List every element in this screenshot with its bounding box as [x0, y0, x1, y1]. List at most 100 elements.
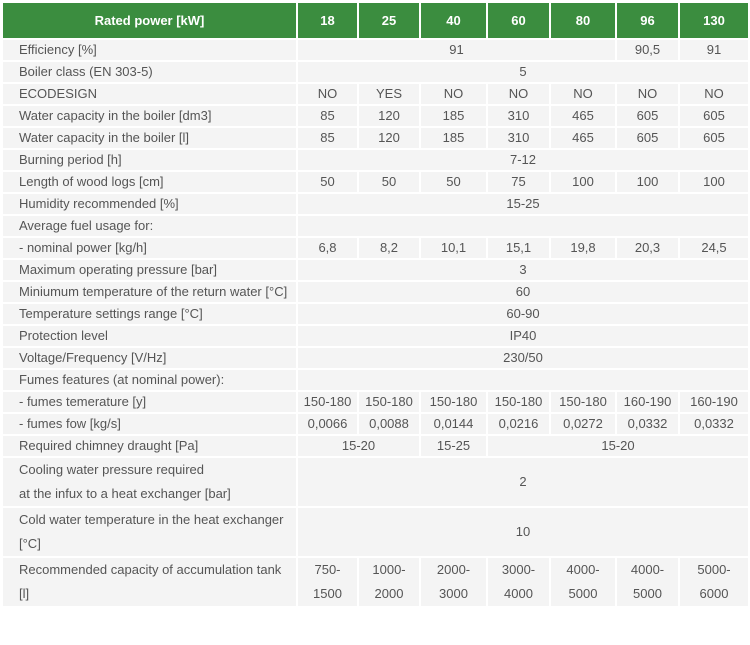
row-value: 150-180: [419, 390, 488, 414]
table-row: Water capacity in the boiler [dm3] 85 120 1…: [1, 104, 750, 128]
row-value: 15-25: [296, 192, 750, 216]
header-power-60: 60: [486, 1, 551, 40]
row-value: 7-12: [296, 148, 750, 172]
row-value: 0,0332: [678, 412, 750, 436]
row-value: 50: [296, 170, 359, 194]
row-value: 2000- 3000: [419, 556, 488, 608]
header-power-18: 18: [296, 1, 359, 40]
row-value: NO: [419, 82, 488, 106]
row-value: 3: [296, 258, 750, 282]
row-value: 19,8: [549, 236, 617, 260]
row-value: 100: [678, 170, 750, 194]
header-power-130: 130: [678, 1, 750, 40]
row-value: 60-90: [296, 302, 750, 326]
row-value: 4000- 5000: [549, 556, 617, 608]
row-label: Cooling water pressure required at the i…: [1, 456, 298, 508]
row-value: [296, 368, 750, 392]
row-value: 160-190: [615, 390, 680, 414]
row-label: Average fuel usage for:: [1, 214, 298, 238]
table-row: Humidity recommended [%] 15-25: [1, 192, 750, 216]
row-label: Temperature settings range [°C]: [1, 302, 298, 326]
row-value: 10,1: [419, 236, 488, 260]
row-label: - fumes fow [kg/s]: [1, 412, 298, 436]
boiler-specs-table: Rated power [kW] 18 25 40 60 80 96 130 Efficie…: [1, 1, 750, 608]
row-value: 160-190: [678, 390, 750, 414]
table-row: Required chimney draught [Pa] 15-20 15-25 1…: [1, 434, 750, 458]
row-label: Water capacity in the boiler [dm3]: [1, 104, 298, 128]
row-value: 120: [357, 126, 421, 150]
row-value: 605: [615, 126, 680, 150]
row-value: [296, 214, 750, 238]
row-value: 6,8: [296, 236, 359, 260]
row-value: 150-180: [296, 390, 359, 414]
table-row: Protection level IP40: [1, 324, 750, 348]
row-value: 0,0272: [549, 412, 617, 436]
row-value: IP40: [296, 324, 750, 348]
row-label: Cold water temperature in the heat excha…: [1, 506, 298, 558]
table-row: Voltage/Frequency [V/Hz] 230/50: [1, 346, 750, 370]
header-power-96: 96: [615, 1, 680, 40]
table-row: Recommended capacity of accumulation tan…: [1, 556, 750, 608]
table-row: - fumes temerature [y] 150-180 150-180 150-…: [1, 390, 750, 414]
table-row: Water capacity in the boiler [l] 85 120 185…: [1, 126, 750, 150]
row-label: Fumes features (at nominal power):: [1, 368, 298, 392]
row-value: 85: [296, 104, 359, 128]
header-power-80: 80: [549, 1, 617, 40]
row-value: 10: [296, 506, 750, 558]
row-label: Recommended capacity of accumulation tan…: [1, 556, 298, 608]
row-value: 15-20: [296, 434, 421, 458]
row-value: NO: [615, 82, 680, 106]
row-value: 4000- 5000: [615, 556, 680, 608]
row-value: NO: [678, 82, 750, 106]
row-value: 150-180: [486, 390, 551, 414]
row-value: 100: [549, 170, 617, 194]
row-label: Burning period [h]: [1, 148, 298, 172]
row-value: 91: [296, 38, 617, 62]
row-label: Humidity recommended [%]: [1, 192, 298, 216]
row-value: 0,0066: [296, 412, 359, 436]
row-value: 0,0332: [615, 412, 680, 436]
row-label: Voltage/Frequency [V/Hz]: [1, 346, 298, 370]
row-label: Efficiency [%]: [1, 38, 298, 62]
table-row: Efficiency [%] 91 90,5 91: [1, 38, 750, 62]
row-value: 90,5: [615, 38, 680, 62]
row-value: 15-25: [419, 434, 488, 458]
row-value: 50: [419, 170, 488, 194]
table-row: Maximum operating pressure [bar] 3: [1, 258, 750, 282]
row-value: 0,0144: [419, 412, 488, 436]
row-value: NO: [296, 82, 359, 106]
row-value: 0,0216: [486, 412, 551, 436]
row-value: 8,2: [357, 236, 421, 260]
row-value: 5: [296, 60, 750, 84]
row-value: 75: [486, 170, 551, 194]
header-row: Rated power [kW] 18 25 40 60 80 96 130: [1, 1, 750, 40]
table-row: Miniumum temperature of the return water…: [1, 280, 750, 304]
row-value: 100: [615, 170, 680, 194]
row-value: 0,0088: [357, 412, 421, 436]
row-label: ECODESIGN: [1, 82, 298, 106]
row-value: 20,3: [615, 236, 680, 260]
row-label: Protection level: [1, 324, 298, 348]
row-value: 50: [357, 170, 421, 194]
header-power-25: 25: [357, 1, 421, 40]
row-value: 230/50: [296, 346, 750, 370]
row-label: Required chimney draught [Pa]: [1, 434, 298, 458]
row-label: Water capacity in the boiler [l]: [1, 126, 298, 150]
table-row: Average fuel usage for:: [1, 214, 750, 238]
row-label: Boiler class (EN 303-5): [1, 60, 298, 84]
row-label: Length of wood logs [cm]: [1, 170, 298, 194]
row-value: 750- 1500: [296, 556, 359, 608]
row-value: 605: [678, 104, 750, 128]
row-value: YES: [357, 82, 421, 106]
header-power-40: 40: [419, 1, 488, 40]
row-label: - fumes temerature [y]: [1, 390, 298, 414]
row-label: - nominal power [kg/h]: [1, 236, 298, 260]
table-row: Temperature settings range [°C] 60-90: [1, 302, 750, 326]
row-value: 120: [357, 104, 421, 128]
row-value: 310: [486, 126, 551, 150]
table-row: Cold water temperature in the heat excha…: [1, 506, 750, 558]
row-value: 465: [549, 126, 617, 150]
row-value: 185: [419, 126, 488, 150]
row-value: 1000- 2000: [357, 556, 421, 608]
row-value: 91: [678, 38, 750, 62]
